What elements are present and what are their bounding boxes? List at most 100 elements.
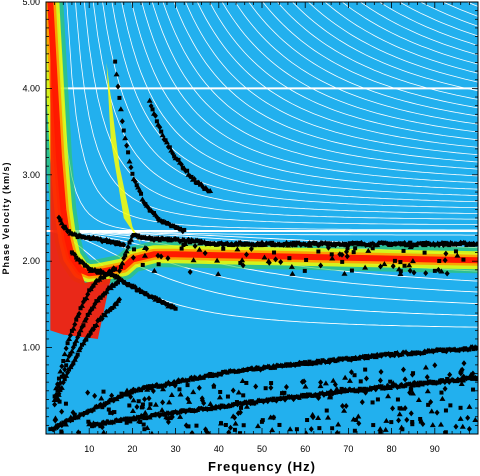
pick-point: [265, 258, 272, 264]
pick-point: [283, 384, 289, 391]
pick-point: [126, 150, 131, 155]
pick-point: [289, 270, 296, 276]
pick-point: [337, 251, 343, 258]
pick-point: [396, 411, 403, 417]
pick-point: [139, 191, 144, 196]
pick-point: [62, 421, 69, 427]
pick-point: [458, 405, 463, 410]
pick-point: [271, 396, 276, 401]
pick-point: [166, 236, 171, 241]
pick-point: [303, 393, 310, 399]
pick-point: [70, 409, 76, 416]
pick-point: [352, 428, 357, 433]
pick-point: [67, 367, 72, 372]
pick-point: [130, 386, 136, 393]
pick-point: [68, 348, 75, 354]
pick-point: [119, 391, 124, 396]
pick-point: [196, 238, 201, 243]
pick-point: [98, 395, 105, 401]
pick-point: [443, 430, 448, 434]
pick-point: [357, 386, 362, 391]
pick-point: [83, 295, 90, 301]
pick-point: [152, 211, 156, 216]
pick-point: [134, 183, 139, 188]
pick-point: [465, 414, 471, 421]
mode-curve-upper: [324, 2, 478, 74]
pick-point: [62, 224, 67, 229]
pick-point: [218, 389, 223, 394]
pick-point: [298, 360, 303, 365]
pick-point: [71, 356, 78, 362]
pick-point: [164, 302, 169, 307]
pick-point: [402, 376, 408, 383]
pick-point: [318, 379, 324, 386]
pick-point: [441, 347, 446, 352]
pick-point: [132, 247, 137, 252]
pick-point: [339, 386, 344, 391]
mode-curve-upper: [307, 2, 478, 83]
pick-point: [234, 246, 241, 252]
mode-curve-upper: [151, 2, 478, 177]
pick-point: [216, 394, 223, 400]
pick-point: [62, 377, 67, 382]
pick-point: [121, 128, 126, 133]
pick-point: [55, 388, 60, 393]
pick-point: [308, 426, 314, 433]
pick-point: [127, 403, 132, 408]
pick-point: [152, 401, 159, 407]
pick-point: [78, 306, 83, 311]
pick-point: [453, 423, 459, 430]
pick-point: [124, 387, 131, 393]
pick-point: [407, 244, 414, 250]
pick-point: [363, 367, 368, 372]
pick-point: [141, 422, 146, 427]
pick-point: [57, 379, 63, 386]
pick-point: [303, 360, 308, 365]
pick-point: [116, 296, 122, 303]
pick-point: [329, 252, 334, 257]
pick-point: [344, 253, 350, 260]
pick-point: [177, 413, 184, 419]
mode-curve-upper: [58, 13, 478, 236]
pick-point: [177, 387, 182, 392]
pick-point: [457, 367, 464, 373]
tick-labels: 10 20 30 40 50 60 70 80 90 1.00 2.00 3.00 4.00 5.00: [22, 0, 439, 454]
pick-point: [349, 268, 354, 273]
pick-point: [333, 386, 340, 392]
pick-point: [148, 402, 153, 407]
pick-point: [468, 241, 475, 247]
pick-point: [138, 412, 145, 418]
pick-point: [69, 328, 74, 333]
pick-point: [109, 392, 115, 399]
pick-point: [143, 202, 148, 207]
pick-point: [461, 257, 466, 262]
pick-point: [243, 403, 250, 409]
pick-point: [390, 241, 397, 247]
pick-point: [316, 241, 322, 248]
pick-point: [85, 312, 90, 317]
pick-point: [389, 420, 394, 425]
pick-point: [428, 399, 434, 406]
pick-point: [244, 380, 249, 385]
pick-point: [58, 384, 65, 390]
pick-point: [402, 263, 407, 268]
pick-point: [117, 276, 122, 281]
pick-point: [106, 407, 111, 412]
pick-point: [411, 383, 416, 388]
pick-point: [352, 373, 357, 378]
pick-point: [257, 241, 262, 246]
pick-point: [277, 422, 282, 427]
pick-point: [406, 262, 413, 268]
pick-point: [399, 241, 404, 246]
mode-curve-upper: [234, 2, 478, 125]
mode-curve-upper: [84, 2, 478, 220]
pick-point: [136, 399, 141, 404]
pick-point: [61, 359, 66, 364]
pick-point: [463, 346, 468, 351]
pick-point: [285, 242, 292, 248]
pick-point: [392, 258, 397, 263]
mode-curve-upper: [173, 2, 478, 163]
pick-point: [363, 375, 369, 382]
pick-point: [291, 240, 296, 245]
pick-point: [77, 327, 84, 333]
